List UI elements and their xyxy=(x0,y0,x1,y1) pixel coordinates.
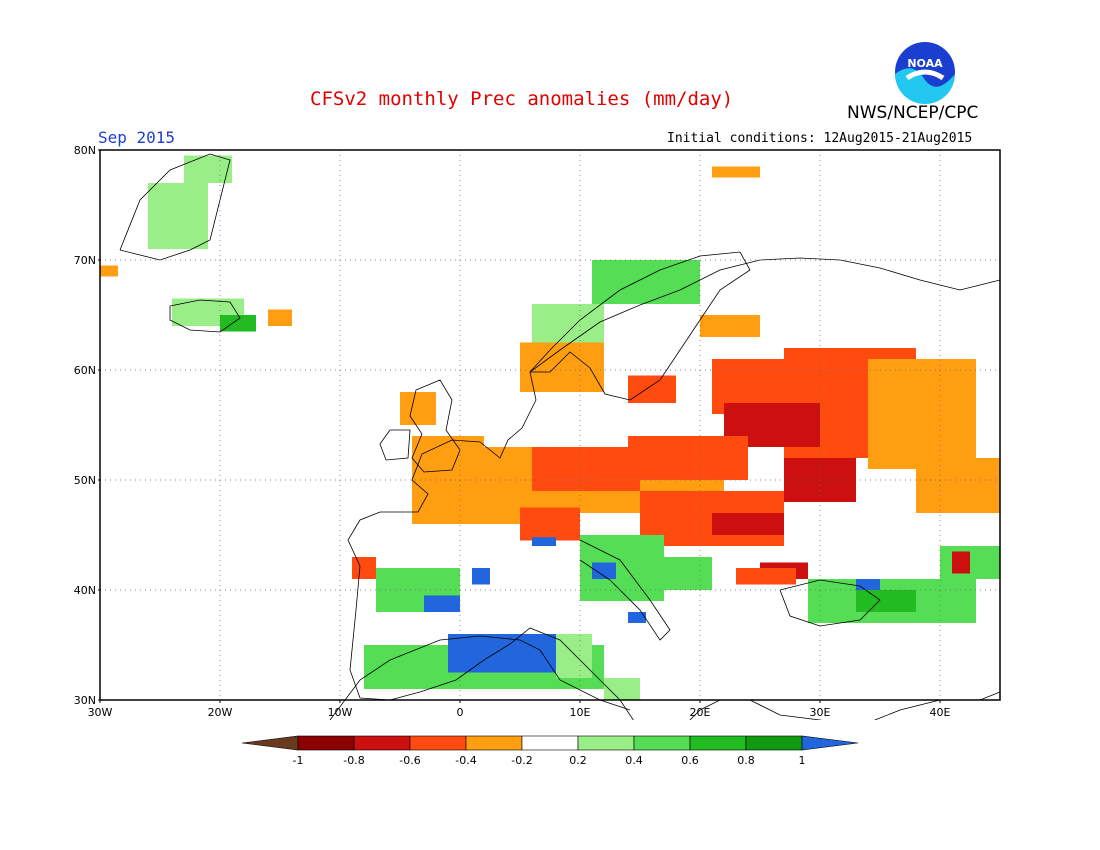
colorbar-box xyxy=(745,735,803,751)
colorbar-label: -0.6 xyxy=(399,754,420,767)
coastline-mediterranean xyxy=(359,627,1001,720)
colorbar-box xyxy=(465,735,523,751)
colorbar-label: 0.2 xyxy=(569,754,587,767)
gridlines xyxy=(100,150,1000,700)
precip-anomaly-map: 30N 40N 50N 60N 70N 80N 30W 20W 10W 0 10E 20E 30E 40… xyxy=(74,144,1001,720)
lon-label: 20W xyxy=(208,706,233,719)
coastline-greenland xyxy=(119,153,231,261)
anomaly-region-libya-wet xyxy=(604,678,640,700)
anomaly-region-greenland-wet-2 xyxy=(184,155,232,183)
anomaly-region-italy-blue xyxy=(592,562,616,579)
anomaly-region-poland-dry xyxy=(628,436,748,480)
colorbar-box xyxy=(577,735,635,751)
anomaly-region-russia-east-dry xyxy=(868,359,976,469)
anomaly-region-iberia-blue xyxy=(424,595,460,612)
lat-label: 60N xyxy=(74,364,96,377)
lon-label: 20E xyxy=(690,706,711,719)
logo-text: NOAA xyxy=(907,57,943,70)
map-title: CFSv2 monthly Prec anomalies (mm/day) xyxy=(310,88,734,110)
colorbar-box xyxy=(353,735,411,751)
colorbar-label: -1 xyxy=(293,754,304,767)
anomaly-region-greenland-dry xyxy=(100,265,118,277)
coastline-scandinavia xyxy=(529,251,751,401)
anomaly-region-alps-dry xyxy=(520,507,580,541)
coastline-italy xyxy=(579,539,671,641)
anomaly-region-spain-east-blue xyxy=(472,568,490,585)
lat-label: 70N xyxy=(74,254,96,267)
coastline-ireland xyxy=(379,429,411,461)
lon-label: 10E xyxy=(570,706,591,719)
lon-label: 0 xyxy=(457,706,464,719)
longitude-labels: 30W 20W 10W 0 10E 20E 30E 40E xyxy=(88,700,951,719)
map-frame xyxy=(99,149,1001,701)
colorbar-over-arrow xyxy=(801,735,859,751)
lon-label: 10W xyxy=(328,706,353,719)
anomaly-region-tunisia-wet xyxy=(556,634,592,678)
latitude-labels: 30N 40N 50N 60N 70N 80N xyxy=(74,144,100,707)
colorbar-boxes xyxy=(241,735,859,751)
coastlines xyxy=(119,153,1001,720)
lon-label: 30E xyxy=(810,706,831,719)
anomaly-region-iceland-dry xyxy=(268,309,292,326)
anomaly-region-romania-very-dry xyxy=(712,513,784,535)
initial-conditions: Initial conditions: 12Aug2015-21Aug2015 xyxy=(667,131,973,146)
colorbar-label: -0.4 xyxy=(455,754,476,767)
anomaly-region-turkey-blue xyxy=(856,579,880,590)
colorbar-label: 1 xyxy=(799,754,806,767)
forecast-month: Sep 2015 xyxy=(98,128,176,147)
lat-label: 40N xyxy=(74,584,96,597)
anomaly-region-finland-dry xyxy=(700,315,760,337)
anomaly-region-turkey-wet-2 xyxy=(856,590,916,612)
colorbar-label: -0.2 xyxy=(511,754,532,767)
anomaly-region-sweden-south-dry xyxy=(628,375,676,403)
anomaly-region-germany-dry xyxy=(532,447,640,491)
anomaly-region-uk-dry xyxy=(412,436,484,480)
lat-label: 50N xyxy=(74,474,96,487)
colorbar: -1 -0.8 -0.6 -0.4 -0.2 0.2 0.4 0.6 0.8 1 xyxy=(241,735,859,767)
colorbar-box xyxy=(633,735,691,751)
noaa-logo-icon: NOAA xyxy=(895,42,955,104)
anomaly-region-norway-coast-wet xyxy=(532,304,604,348)
anomaly-region-svalbard-dry xyxy=(712,166,760,178)
lon-label: 30W xyxy=(88,706,113,719)
colorbar-under-arrow xyxy=(241,735,299,751)
anomaly-region-balkans-wet xyxy=(664,557,712,590)
anomaly-region-france-dry xyxy=(412,480,532,524)
anomaly-region-iceland-wet-2 xyxy=(220,315,256,332)
colorbar-box xyxy=(521,735,579,751)
anomaly-regions xyxy=(100,155,1000,700)
colorbar-labels: -1 -0.8 -0.6 -0.4 -0.2 0.2 0.4 0.6 0.8 1 xyxy=(293,754,806,767)
colorbar-box xyxy=(409,735,467,751)
colorbar-label: 0.4 xyxy=(625,754,643,767)
colorbar-label: -0.8 xyxy=(343,754,364,767)
coastline-uk xyxy=(409,379,461,473)
agency-label: NWS/NCEP/CPC xyxy=(847,103,979,123)
colorbar-label: 0.8 xyxy=(737,754,755,767)
anomaly-region-norway-north-wet xyxy=(592,260,700,304)
coastline-europe xyxy=(347,257,1001,699)
anomaly-region-greece-dry xyxy=(736,568,796,585)
lat-label: 30N xyxy=(74,694,96,707)
anomaly-region-portugal-dry xyxy=(352,557,376,579)
coastline-iceland xyxy=(169,299,241,333)
anomaly-region-sicily-blue xyxy=(628,612,646,623)
colorbar-label: 0.6 xyxy=(681,754,699,767)
anomaly-region-volga-dry xyxy=(916,458,1000,513)
coastline-black-sea xyxy=(779,579,881,627)
anomaly-region-scotland-dry xyxy=(400,392,436,425)
anomaly-region-sardinia-blue xyxy=(532,537,556,546)
lon-label: 40E xyxy=(930,706,951,719)
lat-label: 80N xyxy=(74,144,96,157)
anomaly-region-greenland-wet xyxy=(148,183,208,249)
colorbar-box xyxy=(689,735,747,751)
anomaly-region-caucasus-dry xyxy=(952,551,970,574)
colorbar-box xyxy=(297,735,355,751)
